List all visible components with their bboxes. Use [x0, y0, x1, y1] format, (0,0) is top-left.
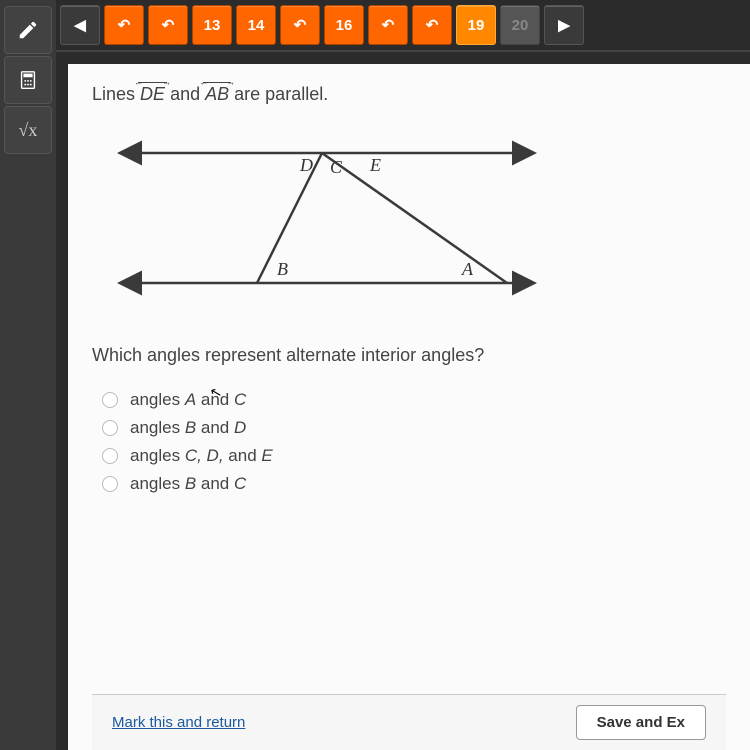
nav-next-button[interactable]: ▶ [544, 5, 584, 45]
mark-return-link[interactable]: Mark this and return [112, 714, 245, 731]
pencil-icon [17, 19, 39, 41]
nav-q13-button[interactable]: 13 [192, 5, 232, 45]
option-b[interactable]: angles B and D [102, 418, 726, 438]
radio-icon [102, 392, 118, 408]
nav-q19-button[interactable]: 19 [456, 5, 496, 45]
nav-undo-button[interactable]: ↶ [280, 5, 320, 45]
nav-q14-button[interactable]: 14 [236, 5, 276, 45]
problem-statement: Lines ←→DE and ←→AB are parallel. [92, 84, 726, 105]
label-C: C [330, 157, 343, 177]
nav-prev-button[interactable]: ◀ [60, 5, 100, 45]
nav-undo-button[interactable]: ↶ [148, 5, 188, 45]
line-AB-label: ←→AB [205, 84, 229, 105]
answer-options: angles A and C ↖ angles B and D angles [92, 382, 726, 502]
radio-icon [102, 476, 118, 492]
tool-sidebar: √x [0, 0, 56, 750]
option-label: angles A and C [130, 390, 246, 410]
label-D: D [299, 155, 313, 175]
question-nav-bar: ◀ ↶ ↶ 13 14 ↶ 16 ↶ ↶ 19 20 ▶ [56, 0, 750, 52]
line-DE-label: ←→DE [140, 84, 165, 105]
label-B: B [277, 259, 288, 279]
label-E: E [369, 155, 381, 175]
option-label: angles C, D, and E [130, 446, 273, 466]
calculator-tool-button[interactable] [4, 56, 52, 104]
option-label: angles B and D [130, 418, 246, 438]
footer-bar: Mark this and return Save and Ex [92, 694, 726, 750]
geometry-diagram: D C E B A [92, 123, 552, 323]
save-exit-button[interactable]: Save and Ex [576, 705, 706, 740]
label-A: A [461, 259, 474, 279]
sqrt-icon: √x [19, 120, 38, 141]
sqrt-tool-button[interactable]: √x [4, 106, 52, 154]
calculator-icon [17, 69, 39, 91]
option-a[interactable]: angles A and C ↖ [102, 390, 726, 410]
nav-undo-button[interactable]: ↶ [412, 5, 452, 45]
radio-icon [102, 420, 118, 436]
nav-q16-button[interactable]: 16 [324, 5, 364, 45]
option-label: angles B and C [130, 474, 246, 494]
pencil-tool-button[interactable] [4, 6, 52, 54]
nav-undo-button[interactable]: ↶ [368, 5, 408, 45]
content-wrap: Lines ←→DE and ←→AB are parallel. [56, 52, 750, 750]
question-panel: Lines ←→DE and ←→AB are parallel. [68, 64, 750, 750]
app-root: √x ◀ ↶ ↶ 13 14 ↶ 16 ↶ ↶ 19 20 ▶ Lines ←→… [0, 0, 750, 750]
nav-q20-button: 20 [500, 5, 540, 45]
radio-icon [102, 448, 118, 464]
main-column: ◀ ↶ ↶ 13 14 ↶ 16 ↶ ↶ 19 20 ▶ Lines ←→DE … [56, 0, 750, 750]
question-text: Which angles represent alternate interio… [92, 345, 726, 366]
option-c[interactable]: angles C, D, and E [102, 446, 726, 466]
nav-undo-button[interactable]: ↶ [104, 5, 144, 45]
option-d[interactable]: angles B and C [102, 474, 726, 494]
